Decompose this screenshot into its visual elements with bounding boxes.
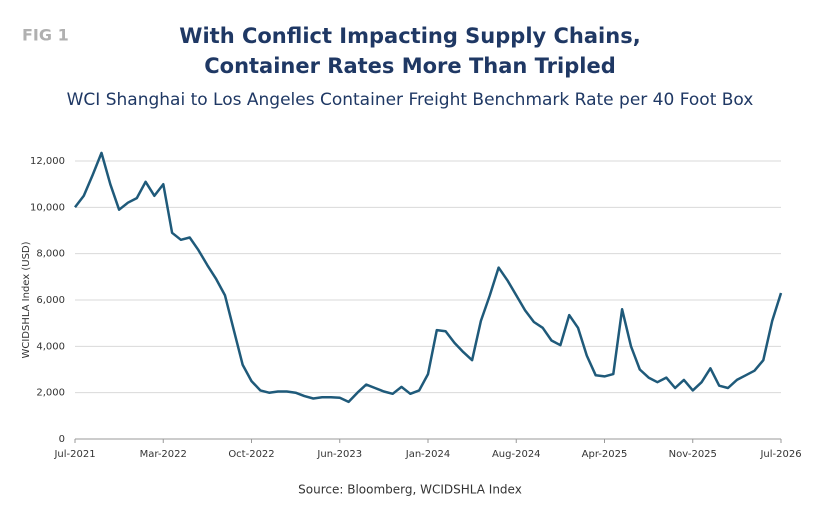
source: Source: Bloomberg, WCIDSHLA Index xyxy=(298,483,522,497)
data-line xyxy=(74,151,783,404)
y-tick-label: 2,000 xyxy=(36,388,65,399)
y-tick-label: 12,000 xyxy=(30,156,65,167)
x-tick-label: Nov-2025 xyxy=(669,449,717,460)
y-axis-label: WCIDSHLA Index (USD) xyxy=(21,241,32,358)
x-tick-label: Aug-2024 xyxy=(492,449,541,460)
chart-title: Container Rates More Than Tripled xyxy=(204,54,616,78)
x-tick-label: Apr-2025 xyxy=(582,449,628,460)
chart-subtitle: WCI Shanghai to Los Angeles Container Fr… xyxy=(67,90,754,110)
y-tick-label: 8,000 xyxy=(36,249,65,260)
y-tick-label: 6,000 xyxy=(36,295,65,306)
x-tick-label: Jul-2026 xyxy=(759,449,801,460)
x-tick-label: Jun-2023 xyxy=(316,449,362,460)
y-tick-label: 0 xyxy=(59,434,65,445)
figure-label: FIG 1 xyxy=(22,26,69,45)
x-tick-label: Mar-2022 xyxy=(140,449,187,460)
x-tick-label: Jan-2024 xyxy=(405,449,450,460)
chart-title: With Conflict Impacting Supply Chains, xyxy=(179,24,640,48)
y-tick-label: 10,000 xyxy=(30,202,65,213)
y-tick-label: 4,000 xyxy=(36,341,65,352)
x-tick-label: Jul-2021 xyxy=(53,449,95,460)
x-tick-label: Oct-2022 xyxy=(228,449,274,460)
